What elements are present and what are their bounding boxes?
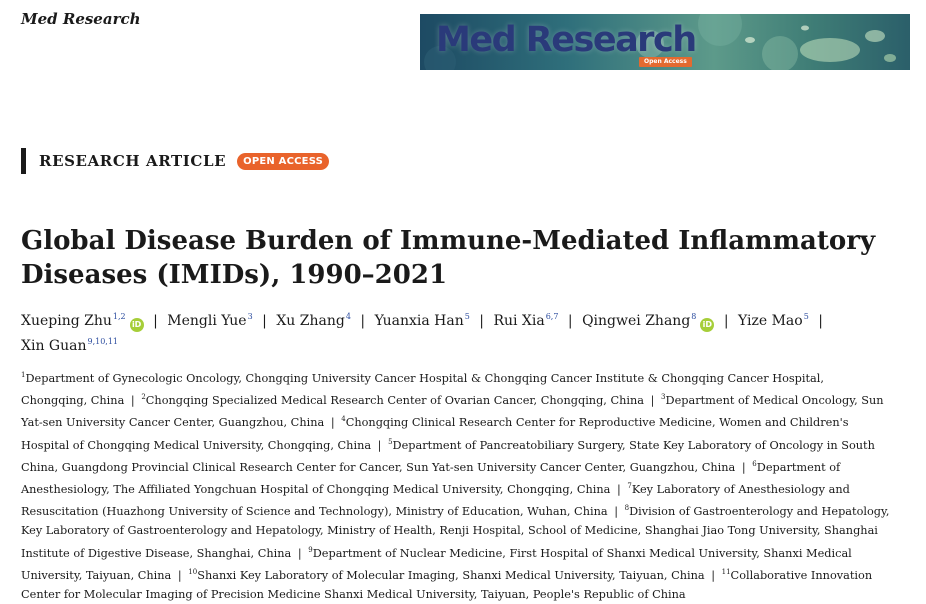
article-title: Global Disease Burden of Immune-Mediated… bbox=[21, 226, 876, 290]
affiliation-number: 3 bbox=[661, 393, 666, 402]
author-name[interactable]: Rui Xia6,7 bbox=[493, 312, 559, 329]
author-name-text: Yuanxia Han bbox=[374, 313, 464, 329]
author-affiliation-sup: 8 bbox=[691, 312, 697, 321]
affiliation-item: 10Shanxi Key Laboratory of Molecular Ima… bbox=[188, 567, 705, 582]
banner-artwork-icon bbox=[424, 14, 896, 70]
author-name[interactable]: Yize Mao5 bbox=[738, 312, 809, 329]
author-name[interactable]: Xin Guan9,10,11 bbox=[21, 337, 119, 354]
author-name-text: Qingwei Zhang bbox=[582, 313, 691, 329]
affiliation-number: 11 bbox=[721, 567, 731, 576]
orcid-icon[interactable]: iD bbox=[129, 318, 144, 332]
author-name-text: Xin Guan bbox=[21, 338, 87, 354]
affiliation-number: 4 bbox=[341, 415, 346, 424]
affiliation-number: 8 bbox=[624, 504, 630, 513]
article-type-row: RESEARCH ARTICLE OPEN ACCESS bbox=[21, 148, 330, 174]
affiliation-number: 1 bbox=[21, 371, 26, 379]
author-name[interactable]: Yuanxia Han5 bbox=[374, 312, 470, 329]
author-separator: | bbox=[723, 313, 729, 329]
affiliation-item: 1Department of Gynecologic Oncology, Cho… bbox=[21, 371, 824, 408]
affiliation-item: 2Chongqing Specialized Medical Research … bbox=[141, 393, 645, 408]
affiliation-text: Department of Medical Oncology, Sun Yat-… bbox=[21, 394, 884, 430]
affiliation-number: 10 bbox=[188, 567, 198, 576]
affiliation-number: 5 bbox=[388, 437, 393, 446]
orcid-icon[interactable]: iD bbox=[700, 318, 715, 332]
affiliation-separator: | bbox=[330, 416, 335, 430]
author-affiliation-sup: 4 bbox=[345, 312, 351, 321]
author-separator: | bbox=[262, 313, 267, 329]
author-affiliation-sup: 5 bbox=[464, 312, 470, 321]
author-name-text: Xueping Zhu bbox=[21, 313, 112, 329]
affiliation-item: 5Department of Pancreatobiliary Surgery,… bbox=[21, 437, 875, 474]
affiliation-text: Department of Gynecologic Oncology, Chon… bbox=[21, 372, 824, 408]
author-name[interactable]: Qingwei Zhang8iD bbox=[582, 312, 715, 332]
affiliation-separator: | bbox=[177, 568, 182, 582]
author-separator: | bbox=[567, 313, 573, 329]
author-separator: | bbox=[360, 313, 366, 329]
author-name[interactable]: Mengli Yue3 bbox=[167, 312, 253, 329]
journal-banner: Med Research Open Access bbox=[420, 14, 910, 70]
author-affiliation-sup: 6,7 bbox=[545, 312, 559, 321]
affiliation-item: 8Division of Gastroenterology and Hepato… bbox=[21, 504, 890, 560]
affiliation-text: Department of Nuclear Medicine, First Ho… bbox=[21, 546, 852, 582]
author-affiliation-sup: 1,2 bbox=[112, 312, 126, 321]
affiliation-item: 6Department of Anesthesiology, The Affil… bbox=[21, 459, 841, 497]
affiliation-separator: | bbox=[741, 460, 746, 474]
open-access-badge: OPEN ACCESS bbox=[237, 152, 330, 170]
author-separator: | bbox=[153, 313, 158, 329]
affiliation-number: 7 bbox=[627, 482, 632, 491]
affiliation-separator: | bbox=[616, 483, 621, 497]
affiliation-text: Division of Gastroenterology and Hepatol… bbox=[21, 505, 890, 560]
affiliation-text: Shanxi Key Laboratory of Molecular Imagi… bbox=[197, 568, 705, 582]
affiliation-number: 2 bbox=[141, 393, 146, 402]
affiliation-separator: | bbox=[711, 568, 716, 582]
banner-title: Med Research bbox=[436, 20, 697, 60]
journal-name: Med Research bbox=[21, 10, 141, 28]
affiliation-separator: | bbox=[130, 394, 135, 408]
author-affiliation-sup: 9,10,11 bbox=[87, 337, 119, 346]
affiliation-text: Chongqing Clinical Research Center for R… bbox=[21, 416, 849, 452]
article-type-label: RESEARCH ARTICLE bbox=[39, 152, 227, 170]
author-list: Xueping Zhu1,2iD | Mengli Yue3 | Xu Zhan… bbox=[21, 307, 901, 356]
affiliation-list: 1Department of Gynecologic Oncology, Cho… bbox=[21, 366, 893, 604]
affiliation-item: 4Chongqing Clinical Research Center for … bbox=[21, 415, 849, 452]
affiliation-text: Department of Anesthesiology, The Affili… bbox=[21, 460, 841, 497]
author-name-text: Xu Zhang bbox=[276, 313, 345, 329]
affiliation-number: 9 bbox=[308, 545, 313, 554]
affiliation-item: 9Department of Nuclear Medicine, First H… bbox=[21, 545, 852, 582]
author-separator: | bbox=[479, 313, 484, 329]
author-name[interactable]: Xueping Zhu1,2iD bbox=[21, 312, 144, 332]
affiliation-separator: | bbox=[297, 546, 302, 560]
affiliation-separator: | bbox=[614, 505, 619, 519]
affiliation-item: 7Key Laboratory of Anesthesiology and Re… bbox=[21, 482, 850, 519]
banner-open-access-badge: Open Access bbox=[639, 57, 692, 67]
author-affiliation-sup: 3 bbox=[247, 312, 253, 321]
author-name-text: Rui Xia bbox=[493, 313, 545, 329]
affiliation-number: 6 bbox=[752, 459, 757, 468]
affiliation-separator: | bbox=[650, 394, 655, 408]
author-name-text: Yize Mao bbox=[738, 313, 803, 329]
affiliation-text: Department of Pancreatobiliary Surgery, … bbox=[21, 438, 875, 474]
affiliation-item: 3Department of Medical Oncology, Sun Yat… bbox=[21, 393, 884, 430]
author-name[interactable]: Xu Zhang4 bbox=[276, 312, 351, 329]
affiliation-text: Key Laboratory of Anesthesiology and Res… bbox=[21, 483, 850, 519]
author-affiliation-sup: 5 bbox=[803, 312, 809, 321]
affiliation-text: Chongqing Specialized Medical Research C… bbox=[145, 394, 645, 408]
article-type-bar bbox=[21, 148, 26, 174]
affiliation-separator: | bbox=[377, 438, 382, 452]
author-name-text: Mengli Yue bbox=[167, 313, 247, 329]
author-separator: | bbox=[818, 313, 823, 329]
